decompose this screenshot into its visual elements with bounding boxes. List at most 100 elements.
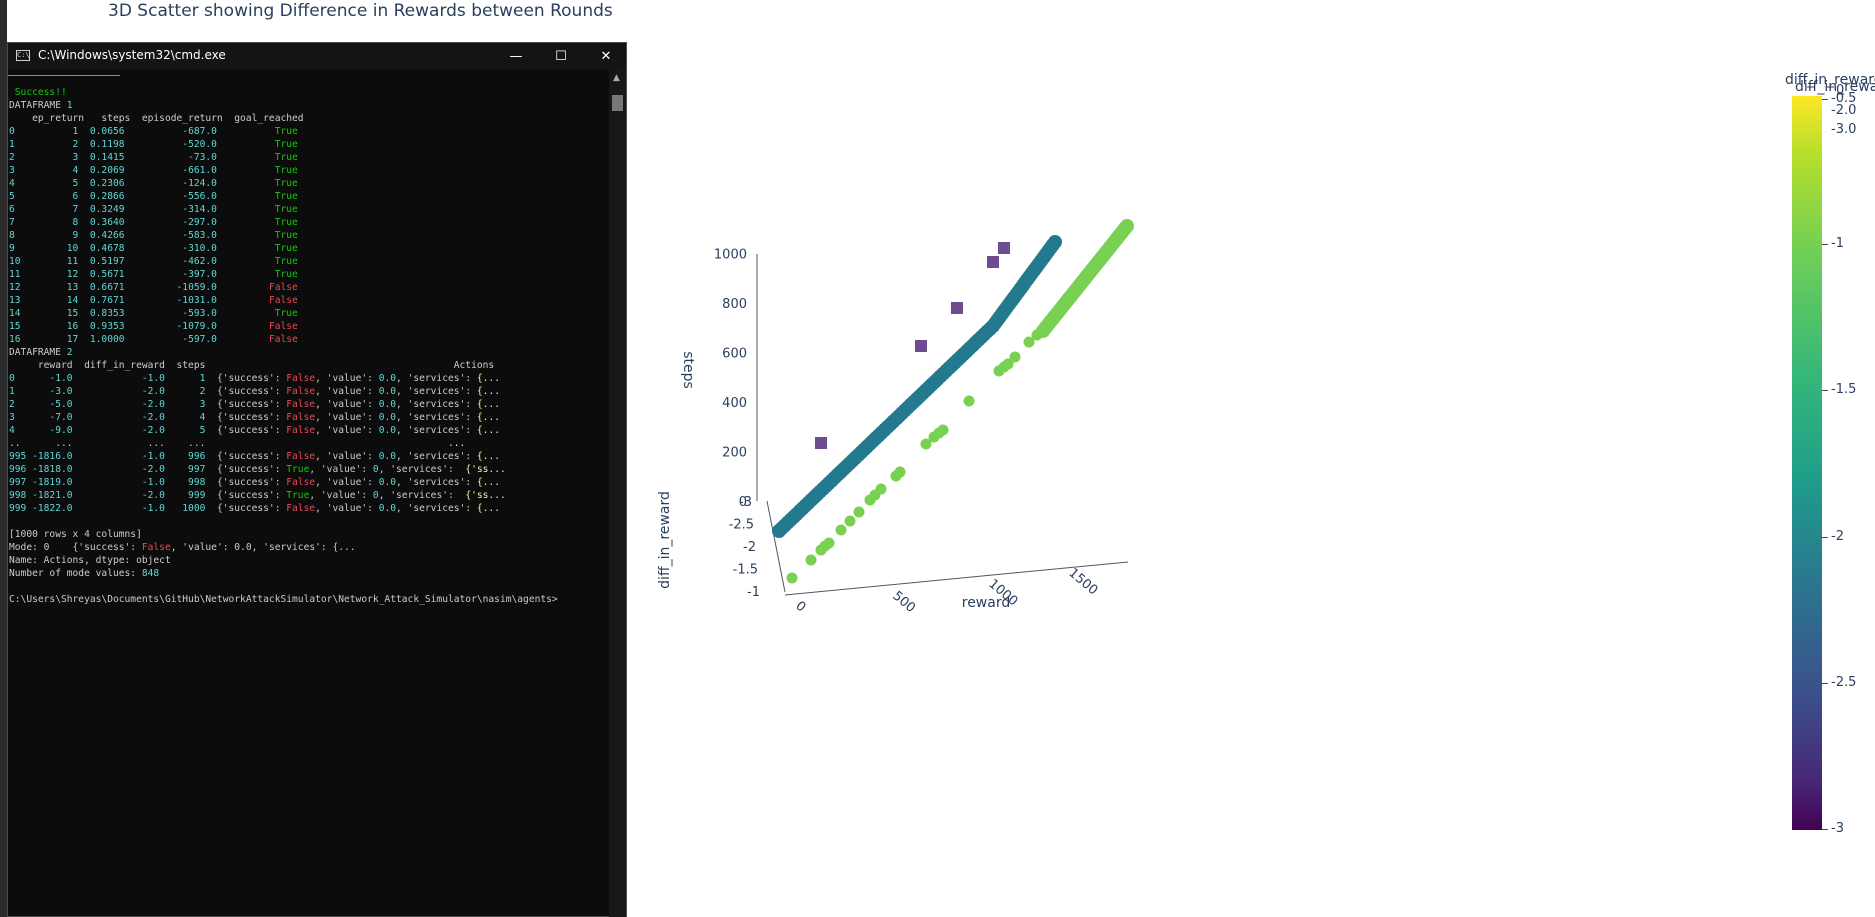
steps-tick-label: 0 [739, 495, 747, 510]
scatter-point-diff-minus-2 [1048, 235, 1062, 249]
console-divider [8, 75, 120, 76]
scatter-3d-plot[interactable]: 0 200 400 600 800 1000 steps -3 -2.5 -2 -1.5 -1 diff… [650, 219, 1210, 760]
scroll-thumb[interactable] [612, 95, 623, 111]
colorbar-tick-label: -1.5 [1831, 382, 1857, 397]
diff-tick-label: -2.5 [729, 518, 754, 533]
scatter-point-diff-minus-1 [1002, 358, 1014, 370]
dataframe-1-row: 0 1 0.0656 -687.0 True [9, 126, 298, 137]
dataframe-1-label: DATAFRAME 1 [9, 100, 73, 111]
dataframe-1-row: 13 14 0.7671 -1031.0 False [9, 295, 298, 306]
dataframe-1-row: 9 10 0.4678 -310.0 True [9, 243, 298, 254]
name-line: Name: Actions, dtype: object [9, 555, 171, 566]
colorbar-tick [1822, 537, 1828, 538]
steps-tick-label: 400 [722, 396, 747, 411]
steps-tick-label: 600 [722, 347, 747, 362]
dataframe-1-row: 10 11 0.5197 -462.0 True [9, 256, 298, 267]
colorbar-tick [1822, 683, 1828, 684]
dataframe-2-row: 995 -1816.0 -1.0 996 {'success': False, … [9, 451, 500, 462]
desktop-left-edge [0, 0, 7, 917]
scatter-point-diff-minus-1 [853, 506, 865, 518]
scatter-point-diff-minus-1 [1120, 219, 1134, 233]
colorbar-tick-label: -2.5 [1831, 675, 1857, 690]
scatter-point-diff-minus-1 [844, 515, 856, 527]
dataframe-1-row: 15 16 0.9353 -1079.0 False [9, 321, 298, 332]
dataframe-1-row: 11 12 0.5671 -397.0 True [9, 269, 298, 280]
colorbar-tick-label: -2 [1831, 529, 1844, 544]
dataframe-2-row: 997 -1819.0 -1.0 998 {'success': False, … [9, 477, 500, 488]
diff-tick-label: -1.5 [733, 563, 758, 578]
colorbar-title: diff_in_reward [1785, 72, 1875, 88]
scatter-point-diff-minus-3 [815, 437, 827, 449]
dataframe-2-row: 4 -9.0 -2.0 5 {'success': False, 'value'… [9, 425, 500, 436]
steps-tick-label: 200 [722, 446, 747, 461]
diff-tick-label: -3 [739, 495, 752, 510]
steps-axis-title: steps [680, 351, 696, 389]
dataframe-2-row: 998 -1821.0 -2.0 999 {'success': True, '… [9, 490, 506, 501]
steps-tick-label: 1000 [714, 248, 747, 263]
scatter-point-diff-minus-1 [1009, 351, 1021, 363]
colorbar-tick [1822, 829, 1828, 830]
scatter-point-diff-minus-3 [987, 256, 999, 268]
scatter-point-diff-minus-3 [915, 340, 927, 352]
command-prompt: C:\Users\Shreyas\Documents\GitHub\Networ… [9, 594, 558, 605]
cmd-app-icon[interactable]: C:\ [16, 50, 30, 61]
minimize-button[interactable]: — [509, 48, 523, 64]
dataframe-2-row: 999 -1822.0 -1.0 1000 {'success': False,… [9, 503, 500, 514]
scatter-point-diff-minus-1 [937, 424, 949, 436]
colorbar-overlap-label: -2.0 [1831, 103, 1857, 118]
colorbar-tick-label: -1 [1831, 236, 1844, 251]
diff-axis-title: diff_in_reward [657, 491, 673, 589]
dataframe-1-row: 2 3 0.1415 -73.0 True [9, 152, 298, 163]
window-title: C:\Windows\system32\cmd.exe [38, 48, 226, 62]
cmd-window[interactable]: C:\ C:\Windows\system32\cmd.exe — ☐ ✕ Su… [7, 42, 627, 917]
steps-tick-label: 800 [722, 297, 747, 312]
dataframe-1-row: 1 2 0.1198 -520.0 True [9, 139, 298, 150]
diff-tick-label: -2 [743, 540, 756, 555]
scatter-point-diff-minus-1 [875, 483, 887, 495]
dataframe-2-row: 1 -3.0 -2.0 2 {'success': False, 'value'… [9, 386, 500, 397]
plot-svg[interactable]: 0 200 400 600 800 1000 steps -3 -2.5 -2 -1.5 -1 diff… [650, 219, 1210, 760]
diff-tick-label: -1 [747, 585, 760, 600]
vertical-scrollbar[interactable]: ▲ [609, 69, 626, 917]
scatter-point-diff-minus-1 [1031, 329, 1043, 341]
close-button[interactable]: ✕ [600, 48, 612, 64]
scatter-point-diff-minus-1 [805, 554, 817, 566]
dataframe-1-row: 14 15 0.8353 -593.0 True [9, 308, 298, 319]
dataframe-1-row: 5 6 0.2866 -556.0 True [9, 191, 298, 202]
dataframe-1-row: 4 5 0.2306 -124.0 True [9, 178, 298, 189]
scatter-point-diff-minus-1 [963, 395, 975, 407]
dataframe-1-header: ep_return steps episode_return goal_reac… [9, 113, 304, 124]
dataframe-1-row: 6 7 0.3249 -314.0 True [9, 204, 298, 215]
scatter-point-diff-minus-1 [920, 438, 932, 450]
colorbar [1792, 96, 1822, 830]
colorbar-tick-label: -0.5 [1831, 91, 1857, 106]
dataframe-shape: [1000 rows x 4 columns] [9, 529, 142, 540]
dataframe-2-header: reward diff_in_reward steps Actions [9, 360, 495, 371]
scatter-point-diff-minus-1 [894, 466, 906, 478]
reward-axis-title: reward [962, 595, 1011, 611]
dataframe-2-row: 2 -5.0 -2.0 3 {'success': False, 'value'… [9, 399, 500, 410]
console-output[interactable]: Success!! DATAFRAME 1 ep_return steps epi… [8, 69, 608, 917]
dataframe-2-label: DATAFRAME 2 [9, 347, 73, 358]
reward-axis-line [784, 561, 1129, 596]
dataframe-1-row: 12 13 0.6671 -1059.0 False [9, 282, 298, 293]
chart-title: 3D Scatter showing Difference in Rewards… [108, 1, 613, 21]
scroll-up-arrow-icon[interactable]: ▲ [613, 73, 620, 83]
colorbar-title-duplicate: diff_in_reward [1795, 79, 1875, 95]
colorbar-tick [1822, 390, 1828, 391]
reward-tick-label: 1500 [1065, 566, 1100, 599]
scatter-point-diff-minus-1 [835, 524, 847, 536]
maximize-button[interactable]: ☐ [555, 48, 567, 64]
dataframe-1-row: 16 17 1.0000 -597.0 False [9, 334, 298, 345]
colorbar-overlap-label: -3.0 [1831, 122, 1857, 137]
scatter-point-diff-minus-3 [998, 242, 1010, 254]
dataframe-2-row: .. ... ... ... ... [9, 438, 466, 449]
scatter-point-diff-minus-1 [786, 572, 798, 584]
diff-axis-line [766, 500, 786, 593]
dataframe-2-row: 3 -7.0 -2.0 4 {'success': False, 'value'… [9, 412, 500, 423]
mode-count-line: Number of mode values: 848 [9, 568, 160, 579]
dataframe-2-row: 0 -1.0 -1.0 1 {'success': False, 'value'… [9, 373, 500, 384]
scatter-point-diff-minus-1 [823, 537, 835, 549]
scatter-point-diff-minus-3 [951, 302, 963, 314]
cmd-titlebar[interactable]: C:\ C:\Windows\system32\cmd.exe — ☐ ✕ [8, 43, 626, 69]
